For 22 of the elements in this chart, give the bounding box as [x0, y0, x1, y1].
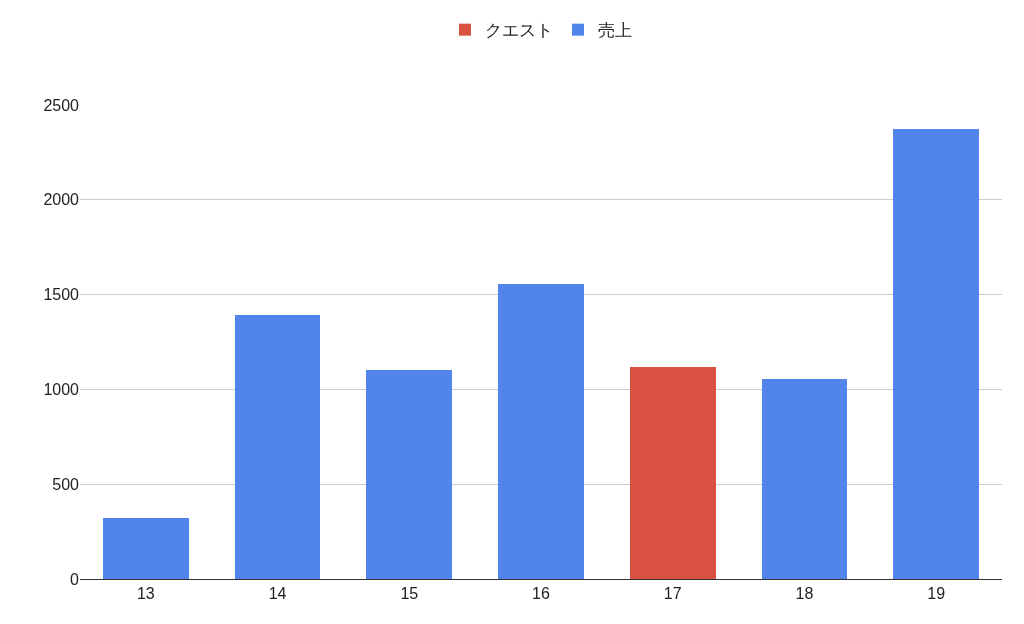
- y-tick-label: 2500: [43, 96, 80, 114]
- bar: [234, 315, 321, 579]
- x-tick-label: 15: [400, 585, 419, 603]
- bar: [893, 128, 979, 579]
- x-tick-label: 17: [663, 585, 682, 603]
- y-tick-label: 0: [70, 570, 80, 588]
- y-tick-label: 1000: [43, 381, 80, 398]
- bar: [761, 378, 848, 579]
- x-tick-label: 13: [136, 585, 155, 603]
- bar: [103, 518, 189, 579]
- x-tick-label: 16: [532, 585, 550, 603]
- x-tick-label: 14: [268, 585, 287, 603]
- y-tick-label: 1500: [43, 286, 80, 304]
- bar: [629, 366, 716, 579]
- bar: [366, 370, 453, 579]
- legend-label: 売上: [598, 21, 632, 41]
- legend-label: クエスト: [485, 21, 553, 41]
- y-tick-label: 500: [52, 475, 80, 493]
- x-tick-label: 18: [795, 585, 814, 603]
- bar: [498, 284, 584, 579]
- x-tick-label: 19: [927, 585, 946, 603]
- y-tick-label: 2000: [43, 191, 80, 209]
